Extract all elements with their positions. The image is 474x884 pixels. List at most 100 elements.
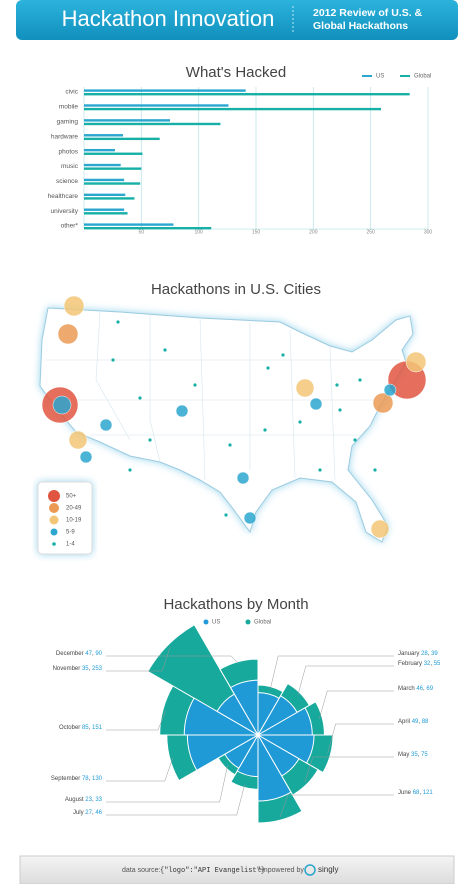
label-part: 88 xyxy=(422,719,429,725)
label-part: February xyxy=(398,661,422,667)
y-tick-label: healthcare xyxy=(48,193,79,200)
header-banner xyxy=(16,0,458,40)
month-label: November 35, 253 xyxy=(53,666,103,672)
month-label: April 49, 88 xyxy=(398,719,429,725)
leader-line xyxy=(304,756,394,782)
bar xyxy=(84,167,142,170)
label-part: , xyxy=(418,752,421,758)
label-part: 69 xyxy=(426,686,433,692)
month-label: May 35, 75 xyxy=(398,752,428,758)
bar xyxy=(84,212,128,215)
label-part: 32 xyxy=(424,661,431,667)
bar xyxy=(84,163,121,167)
label-part: 130 xyxy=(92,776,103,782)
label-part: 75 xyxy=(421,752,428,758)
header-subtitle: Global Hackathons xyxy=(313,20,408,32)
x-tick-label: 150 xyxy=(252,229,261,235)
label-part: November xyxy=(53,666,81,672)
wedge xyxy=(236,733,259,778)
label-part: , xyxy=(430,661,433,667)
x-tick-label: 100 xyxy=(194,229,203,235)
leader-line xyxy=(106,765,228,803)
bar xyxy=(84,148,115,152)
label-part: 33 xyxy=(95,797,102,803)
y-tick-label: civic xyxy=(65,89,78,96)
legend-label: US xyxy=(212,620,220,626)
y-tick-label: mobile xyxy=(59,104,79,111)
label-part: January xyxy=(398,651,419,657)
footer-source: {"logo":"API Evangelist"} xyxy=(160,867,265,875)
leader-line xyxy=(106,784,245,816)
label-part: 121 xyxy=(423,790,434,796)
label-part: 85 xyxy=(82,725,89,731)
us-map xyxy=(39,295,427,543)
legend-label: 20-49 xyxy=(66,506,82,512)
label-part: 47 xyxy=(85,651,92,657)
bar xyxy=(84,193,126,197)
legend-swatch xyxy=(245,619,251,625)
label-part: , xyxy=(419,790,422,796)
label-part: , xyxy=(423,686,426,692)
bar xyxy=(84,134,123,137)
month-label: December 47, 90 xyxy=(56,651,103,657)
leader-line xyxy=(297,665,394,696)
wedge xyxy=(229,679,259,737)
label-part: September xyxy=(51,776,80,782)
label-part: July xyxy=(73,810,84,816)
label-part: March xyxy=(398,686,415,692)
y-tick-label: university xyxy=(51,208,79,215)
legend-label: 1-4 xyxy=(66,542,75,548)
month-label: September 78, 130 xyxy=(51,776,103,782)
leader-line xyxy=(106,757,174,782)
label-part: , xyxy=(89,666,92,672)
y-tick-label: music xyxy=(61,163,79,170)
bar xyxy=(84,182,141,185)
label-part: June xyxy=(398,790,412,796)
y-tick-label: other* xyxy=(61,223,79,230)
label-part: 35 xyxy=(411,752,418,758)
bar xyxy=(84,93,410,96)
label-part: 253 xyxy=(92,666,103,672)
label-part: 39 xyxy=(431,651,438,657)
label-part: 151 xyxy=(92,725,103,731)
wedge xyxy=(257,733,292,802)
month-label: March 46, 69 xyxy=(398,686,434,692)
label-part: 28 xyxy=(421,651,428,657)
chart-title: Hackathons by Month xyxy=(163,596,308,613)
label-part: August xyxy=(65,797,84,803)
x-tick-label: 300 xyxy=(424,229,433,235)
legend-swatch xyxy=(48,490,60,502)
bar xyxy=(84,119,170,122)
label-part: 23 xyxy=(85,797,92,803)
header-subtitle: 2012 Review of U.S. & xyxy=(313,7,423,19)
bar xyxy=(84,223,174,226)
label-part: , xyxy=(92,651,95,657)
footer-brand: singly xyxy=(318,865,338,874)
chart-title: Hackathons in U.S. Cities xyxy=(151,281,321,298)
leader-line xyxy=(269,655,394,690)
label-part: , xyxy=(92,810,95,816)
label-part: , xyxy=(92,797,95,803)
label-part: April xyxy=(398,719,410,725)
legend-label: US xyxy=(376,74,384,80)
bar xyxy=(84,107,381,111)
month-label: January 28, 39 xyxy=(398,651,438,657)
month-label: August 23, 33 xyxy=(65,797,103,803)
label-part: December xyxy=(56,651,84,657)
leader-line xyxy=(319,690,394,719)
legend-label: 50+ xyxy=(66,494,77,500)
wedge xyxy=(183,697,260,736)
legend-label: 5-9 xyxy=(66,530,75,536)
legend-swatch xyxy=(203,619,209,625)
label-part: 46 xyxy=(416,686,423,692)
month-label: October 85, 151 xyxy=(59,725,103,731)
brand-logo xyxy=(304,864,316,876)
label-part: 55 xyxy=(434,661,441,667)
legend-label: Global xyxy=(254,620,271,626)
chart-title: What's Hacked xyxy=(186,64,286,81)
x-tick-label: 50 xyxy=(139,229,145,235)
label-part: 68 xyxy=(413,790,420,796)
legend-swatch xyxy=(52,542,56,546)
map-legend-box xyxy=(37,481,93,555)
bar xyxy=(84,104,229,107)
